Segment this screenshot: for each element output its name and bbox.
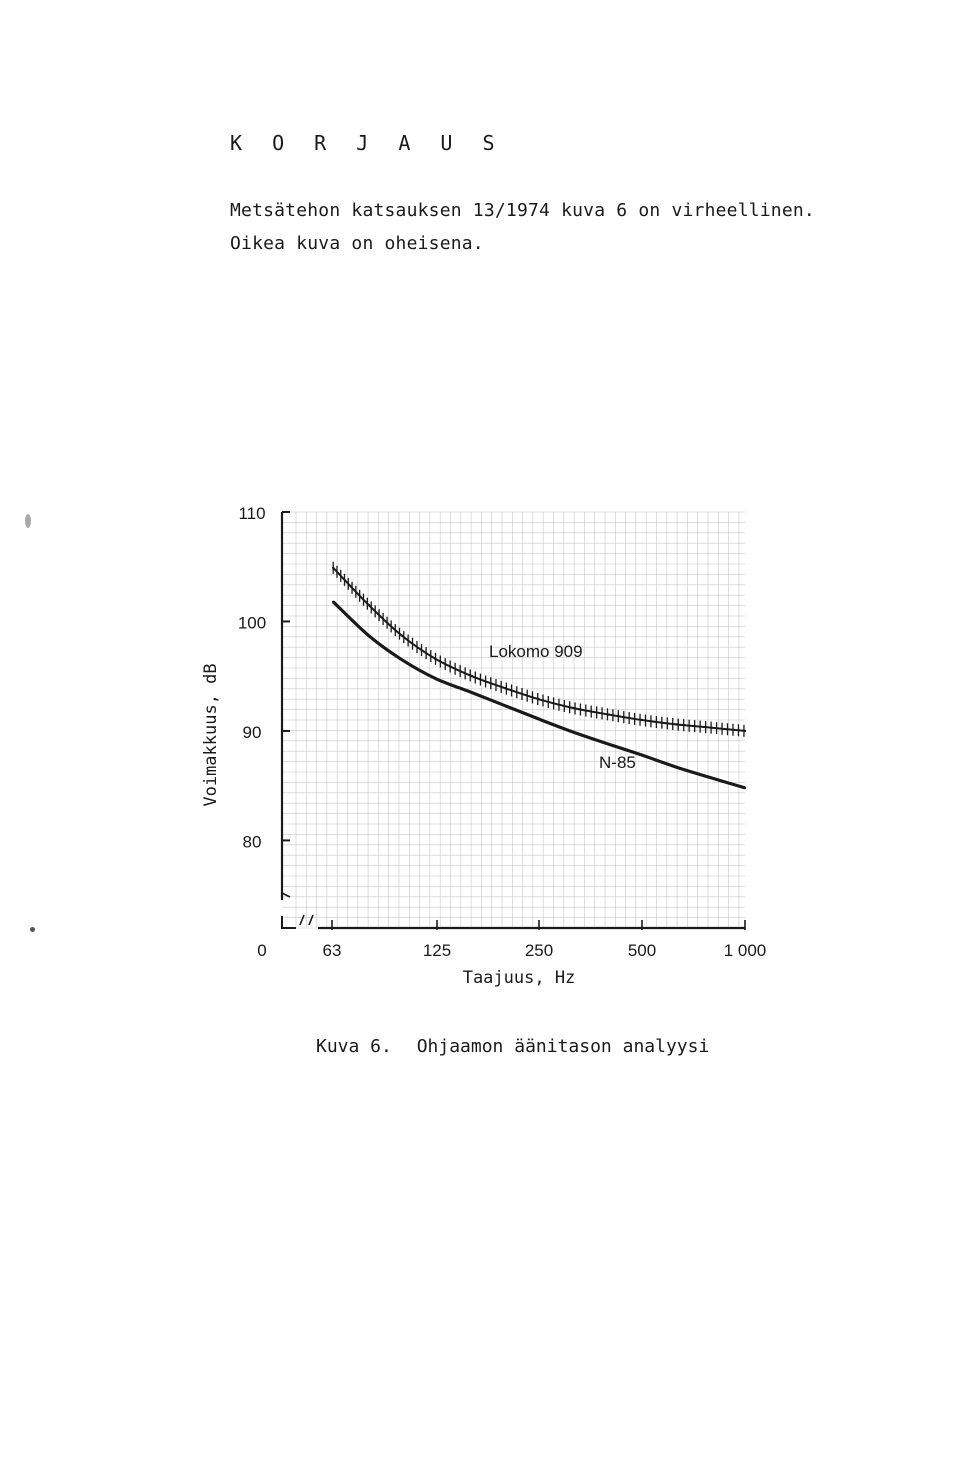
data-point	[710, 776, 713, 780]
heading: K O R J A U S	[230, 131, 504, 155]
data-point	[470, 675, 474, 678]
data-point	[537, 698, 540, 701]
intro-line-1: Metsätehon katsauksen 13/1974 kuva 6 on …	[230, 200, 815, 221]
data-point	[571, 730, 575, 734]
x-tick-label: 125	[423, 941, 451, 960]
data-point	[470, 691, 474, 694]
y-tick-label: 80	[243, 832, 262, 851]
data-point	[331, 566, 335, 570]
noise-level-chart: 110 100 90 80 0 63 125 250 500 1 000 Taajuus, Hz Vo…	[201, 504, 767, 988]
data-point	[504, 687, 507, 690]
data-point	[434, 677, 437, 680]
figure-caption: Kuva 6. Ohjaamon äänitason analyysi	[316, 1036, 709, 1057]
y-tick-label: 100	[238, 613, 266, 632]
x-tick-label: 0	[257, 941, 266, 960]
data-point	[674, 765, 678, 769]
scan-speck	[25, 514, 31, 528]
axis-break-marks	[281, 892, 314, 926]
figure-number: Kuva 6.	[316, 1036, 392, 1057]
grid	[282, 511, 745, 929]
y-tick-label: 90	[243, 723, 262, 742]
data-point	[743, 786, 747, 790]
y-axis-foot	[281, 916, 296, 929]
data-point	[571, 706, 575, 710]
data-point	[367, 634, 370, 637]
intro-line-2: Oikea kuva on oheisena.	[230, 233, 484, 254]
y-tick-label: 110	[238, 504, 265, 523]
data-point	[331, 600, 335, 603]
data-point	[743, 729, 747, 733]
y-axis-title: Voimakkuus, dB	[201, 663, 221, 806]
data-point	[607, 713, 610, 716]
data-point	[504, 704, 507, 707]
series-n-85	[331, 600, 747, 790]
data-point	[607, 742, 610, 746]
data-point	[400, 658, 404, 661]
data-point	[367, 603, 370, 607]
data-point	[674, 723, 678, 726]
x-axis-title: Taajuus, Hz	[463, 968, 576, 988]
series-lokomo-909	[331, 561, 747, 737]
x-tick-label: 63	[323, 941, 342, 960]
data-point	[640, 718, 643, 722]
data-point	[537, 717, 540, 721]
data-point	[710, 726, 713, 729]
scan-speck	[30, 927, 35, 932]
series-label: Lokomo 909	[489, 642, 583, 661]
x-tick-label: 1 000	[724, 941, 767, 960]
data-point	[400, 634, 404, 637]
x-tick-label: 250	[525, 941, 553, 960]
data-point	[640, 753, 643, 757]
x-tick-label: 500	[628, 941, 656, 960]
figure-title: Ohjaamon äänitason analyysi	[416, 1036, 710, 1057]
series-label: N-85	[599, 753, 636, 772]
data-point	[434, 657, 437, 660]
